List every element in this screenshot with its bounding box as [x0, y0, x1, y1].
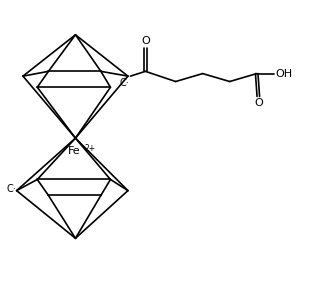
- Text: OH: OH: [276, 68, 293, 79]
- Text: 2+: 2+: [84, 144, 95, 153]
- Text: O: O: [254, 99, 263, 108]
- Text: O: O: [141, 36, 150, 45]
- Text: C·: C·: [120, 78, 130, 88]
- Text: Fe: Fe: [67, 146, 80, 156]
- Text: C·: C·: [7, 184, 17, 194]
